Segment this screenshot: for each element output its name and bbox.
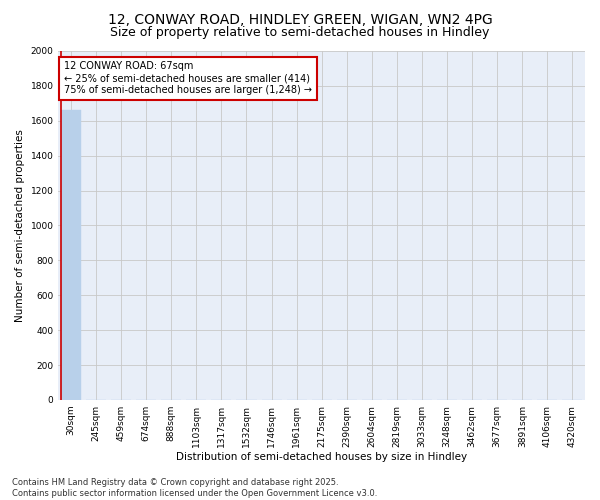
Y-axis label: Number of semi-detached properties: Number of semi-detached properties <box>15 129 25 322</box>
Text: Contains HM Land Registry data © Crown copyright and database right 2025.
Contai: Contains HM Land Registry data © Crown c… <box>12 478 377 498</box>
Text: Size of property relative to semi-detached houses in Hindley: Size of property relative to semi-detach… <box>110 26 490 39</box>
Text: 12, CONWAY ROAD, HINDLEY GREEN, WIGAN, WN2 4PG: 12, CONWAY ROAD, HINDLEY GREEN, WIGAN, W… <box>107 12 493 26</box>
Text: 12 CONWAY ROAD: 67sqm
← 25% of semi-detached houses are smaller (414)
75% of sem: 12 CONWAY ROAD: 67sqm ← 25% of semi-deta… <box>64 62 311 94</box>
X-axis label: Distribution of semi-detached houses by size in Hindley: Distribution of semi-detached houses by … <box>176 452 467 462</box>
Bar <box>61 110 81 400</box>
